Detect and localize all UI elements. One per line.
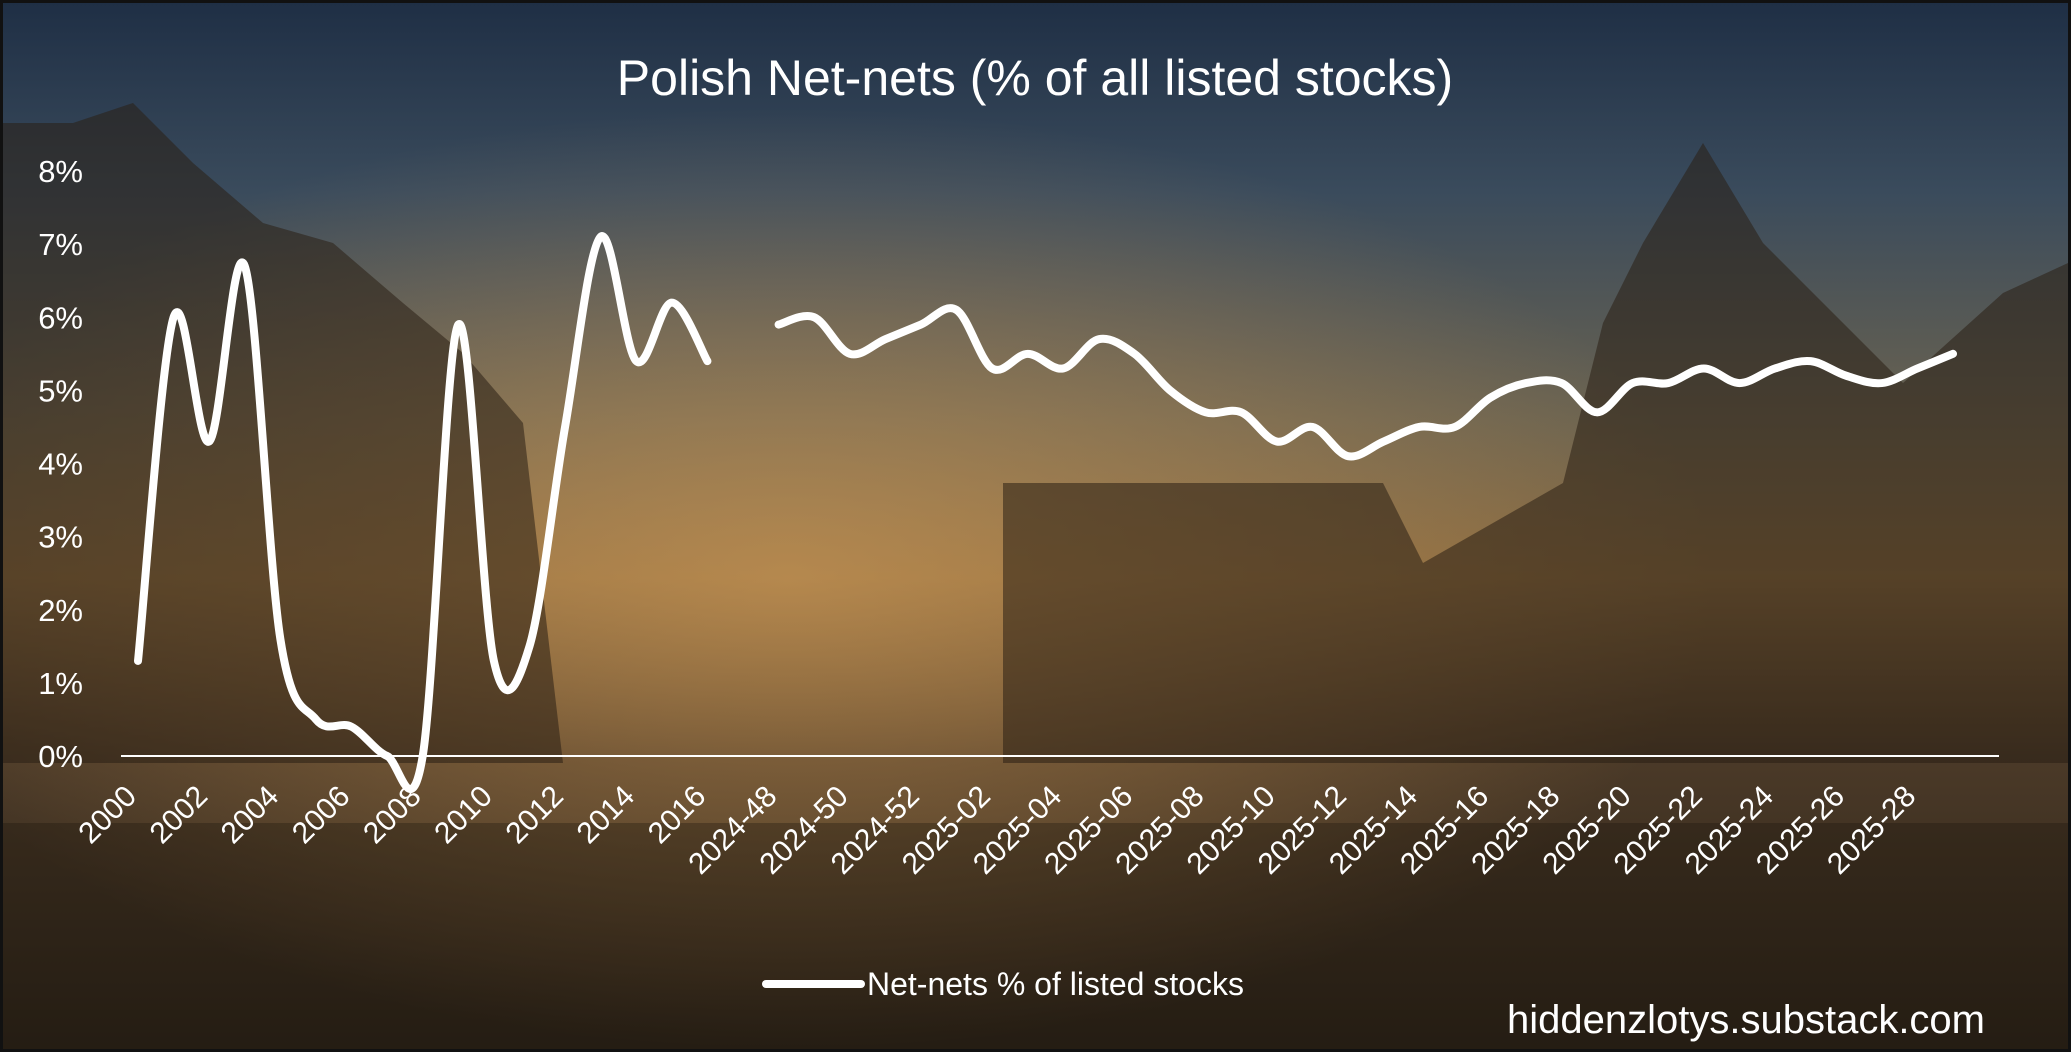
- y-tick-label: 1%: [38, 666, 83, 701]
- y-axis: 0% 1% 2% 3% 4% 5% 6% 7% 8%: [38, 154, 83, 774]
- series-lines: [134, 232, 1957, 793]
- watermark: hiddenzlotys.substack.com: [1507, 998, 1985, 1042]
- y-tick-label: 8%: [38, 154, 83, 189]
- series-line-segment-2: [774, 304, 1957, 461]
- y-tick-label: 2%: [38, 593, 83, 628]
- y-tick-label: 6%: [38, 300, 83, 335]
- y-tick-label: 4%: [38, 447, 83, 482]
- chart-canvas: Polish Net-nets (% of all listed stocks)…: [3, 3, 2068, 1049]
- y-tick-label: 7%: [38, 227, 83, 262]
- y-tick-label: 3%: [38, 520, 83, 555]
- series-line-segment-1: [134, 232, 712, 793]
- legend: Net-nets % of listed stocks: [762, 966, 1244, 1002]
- y-tick-label: 0%: [38, 739, 83, 774]
- background-silhouettes: [3, 103, 2068, 1049]
- chart-title: Polish Net-nets (% of all listed stocks): [617, 50, 1453, 106]
- y-tick-label: 5%: [38, 373, 83, 408]
- legend-label: Net-nets % of listed stocks: [867, 966, 1244, 1002]
